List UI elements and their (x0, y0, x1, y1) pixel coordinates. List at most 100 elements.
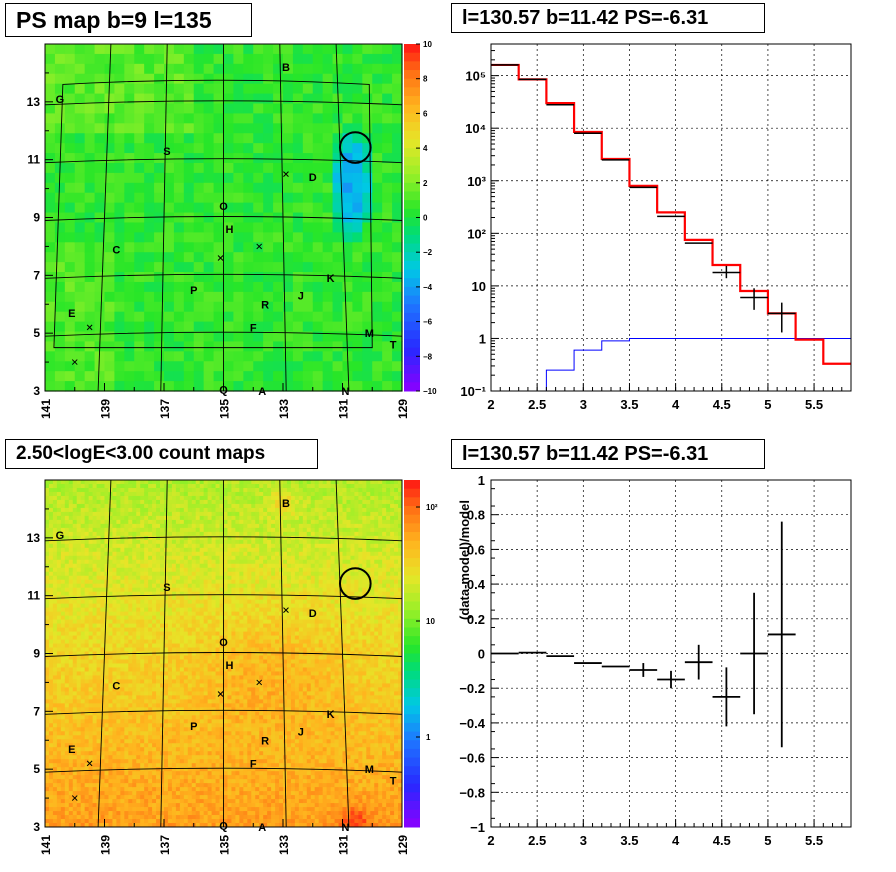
count-map-cell (207, 555, 212, 561)
count-map-cell (84, 480, 90, 485)
ps-map-cell (193, 272, 205, 283)
ps-map-cell (64, 103, 76, 114)
count-map-cell (203, 651, 209, 656)
count-map-cell (108, 583, 113, 589)
ps-map-cell (302, 252, 314, 263)
count-map-cell (112, 711, 117, 716)
count-map-cell (211, 787, 216, 792)
ps-map-cell (253, 371, 264, 382)
count-map-cell (187, 787, 193, 792)
count-map-cell (56, 603, 62, 609)
count-map-cell (84, 639, 90, 644)
ps-map-cell (342, 291, 354, 303)
count-map-cell (128, 803, 133, 808)
count-map-cell (60, 495, 66, 501)
count-map-cell (144, 659, 149, 664)
count-map-cell (80, 607, 86, 613)
count-map-cell (88, 771, 93, 776)
count-map-cell (144, 623, 149, 628)
count-map-cell (164, 815, 169, 820)
count-map-cell (148, 483, 153, 489)
count-map-cell (207, 787, 212, 792)
count-map-cell (96, 547, 101, 553)
count-map-cell (140, 723, 145, 728)
ps-map-cell (342, 103, 354, 114)
count-map-cell (116, 551, 121, 557)
ps-map-cell (64, 291, 76, 303)
count-map-cell (128, 707, 133, 712)
count-map-cell (128, 759, 133, 764)
count-map-cell (60, 811, 66, 816)
ps-map-cell (342, 301, 354, 313)
ps-map-cell (144, 371, 155, 382)
count-map-cell (171, 579, 177, 585)
count-map-cell (160, 811, 165, 816)
count-map-cell (48, 619, 54, 624)
ps-map-cell (372, 153, 383, 164)
ps-map-cell (64, 172, 76, 184)
count-map-cell (108, 635, 113, 640)
count-map-cell (112, 691, 117, 696)
count-map-cell (156, 487, 161, 493)
count-map-cell (136, 751, 141, 756)
count-map-cell (64, 787, 70, 792)
count-map-cell (132, 687, 137, 692)
count-map-cell (191, 675, 197, 680)
count-map-cell (124, 643, 129, 648)
count-map-cell (199, 699, 205, 704)
ps-map-cell (302, 361, 314, 372)
ps-map-cell (213, 281, 225, 293)
count-map-cell (160, 583, 165, 589)
ps-map-cell (352, 63, 363, 75)
count-map-cell (76, 667, 82, 672)
ps-map-cell (302, 83, 314, 95)
count-map-cell (120, 675, 125, 680)
ps-map-cell (312, 153, 324, 164)
ps-map-cell (84, 331, 96, 343)
count-map-cell (80, 511, 86, 517)
count-map-cell (164, 671, 169, 676)
count-map-cell (48, 523, 54, 529)
ps-map-cell (352, 262, 363, 273)
ps-map-cell (223, 341, 235, 352)
ps-map-cell (292, 331, 304, 343)
count-map-cell (144, 743, 149, 748)
ps-map-cell (283, 182, 294, 194)
count-map-cell (60, 539, 66, 545)
ps-map-cell (332, 123, 344, 134)
count-map-cell (160, 791, 165, 796)
count-map-cell (60, 599, 66, 605)
count-map-cell (164, 483, 169, 489)
count-map-cell (116, 515, 121, 521)
count-map-cell (211, 759, 216, 764)
ps-map-cell (273, 212, 284, 224)
count-map-cell (144, 611, 149, 617)
count-map-cell (207, 480, 212, 485)
count-map-cell (104, 815, 109, 820)
count-map-cell (76, 527, 82, 533)
count-map-cell (132, 775, 137, 780)
count-map-cell (156, 819, 161, 824)
count-map-cell (132, 539, 137, 545)
ps-map-cell (322, 262, 334, 273)
count-map-cell (116, 511, 121, 517)
count-map-cell (207, 619, 212, 624)
count-map-cell (175, 487, 181, 493)
count-map-cell (120, 711, 125, 716)
count-map-cell (64, 659, 70, 664)
count-map-cell (76, 611, 82, 617)
ps-map-cell (302, 103, 314, 114)
count-map-cell (112, 543, 117, 549)
count-map-cell (207, 699, 212, 704)
count-map-cell (211, 583, 216, 589)
count-map-cell (167, 799, 173, 804)
count-map-cell (136, 687, 141, 692)
count-map-cell (84, 655, 90, 660)
count-map-cell (88, 795, 93, 800)
count-map-cell (171, 667, 177, 672)
ps-map-cell (292, 172, 304, 184)
count-map-cell (140, 627, 145, 632)
count-map-cell (187, 751, 193, 756)
count-map-cell (175, 771, 181, 776)
